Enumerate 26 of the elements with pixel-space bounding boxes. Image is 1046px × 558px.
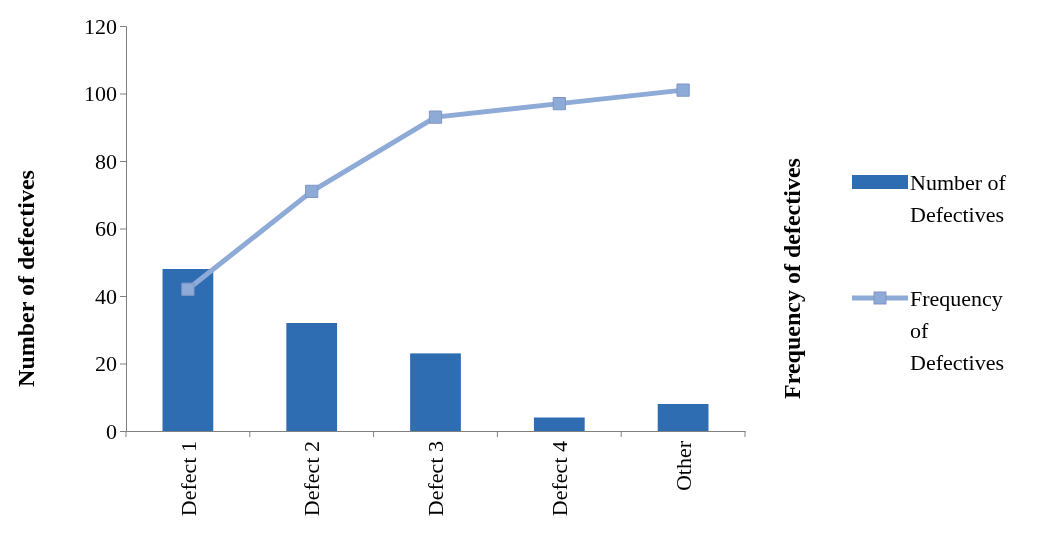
point [181,282,195,296]
x-tick-label: Other [670,440,696,492]
y2-axis-title: Frequency of defectives [779,158,805,399]
y-tick-label: 100 [84,81,117,107]
x-tick-label: Defect 1 [175,441,201,517]
bar [533,417,585,431]
point [305,184,319,198]
bar [286,323,338,431]
y-tick-label: 0 [106,418,117,444]
legend-label: Number of Defectives [910,170,1007,227]
x-tick-label: Defect 2 [299,441,325,517]
point [428,110,443,124]
x-tick-label: Defect 3 [423,441,449,517]
y-tick-label: 40 [95,283,117,309]
y-tick-label: 80 [95,148,117,174]
x-tick-label: Defect 4 [547,441,572,517]
y-tick-label: 60 [95,216,117,242]
point [552,97,566,111]
bar [162,269,214,431]
bar [410,353,461,431]
legend-label: Frequency of Defectives [910,286,1005,375]
y-axis-title: Number of defectives [13,170,39,387]
y-tick-label: 20 [95,351,117,377]
point [676,83,690,97]
y-tick-label: 120 [84,13,117,39]
bar [657,404,709,431]
